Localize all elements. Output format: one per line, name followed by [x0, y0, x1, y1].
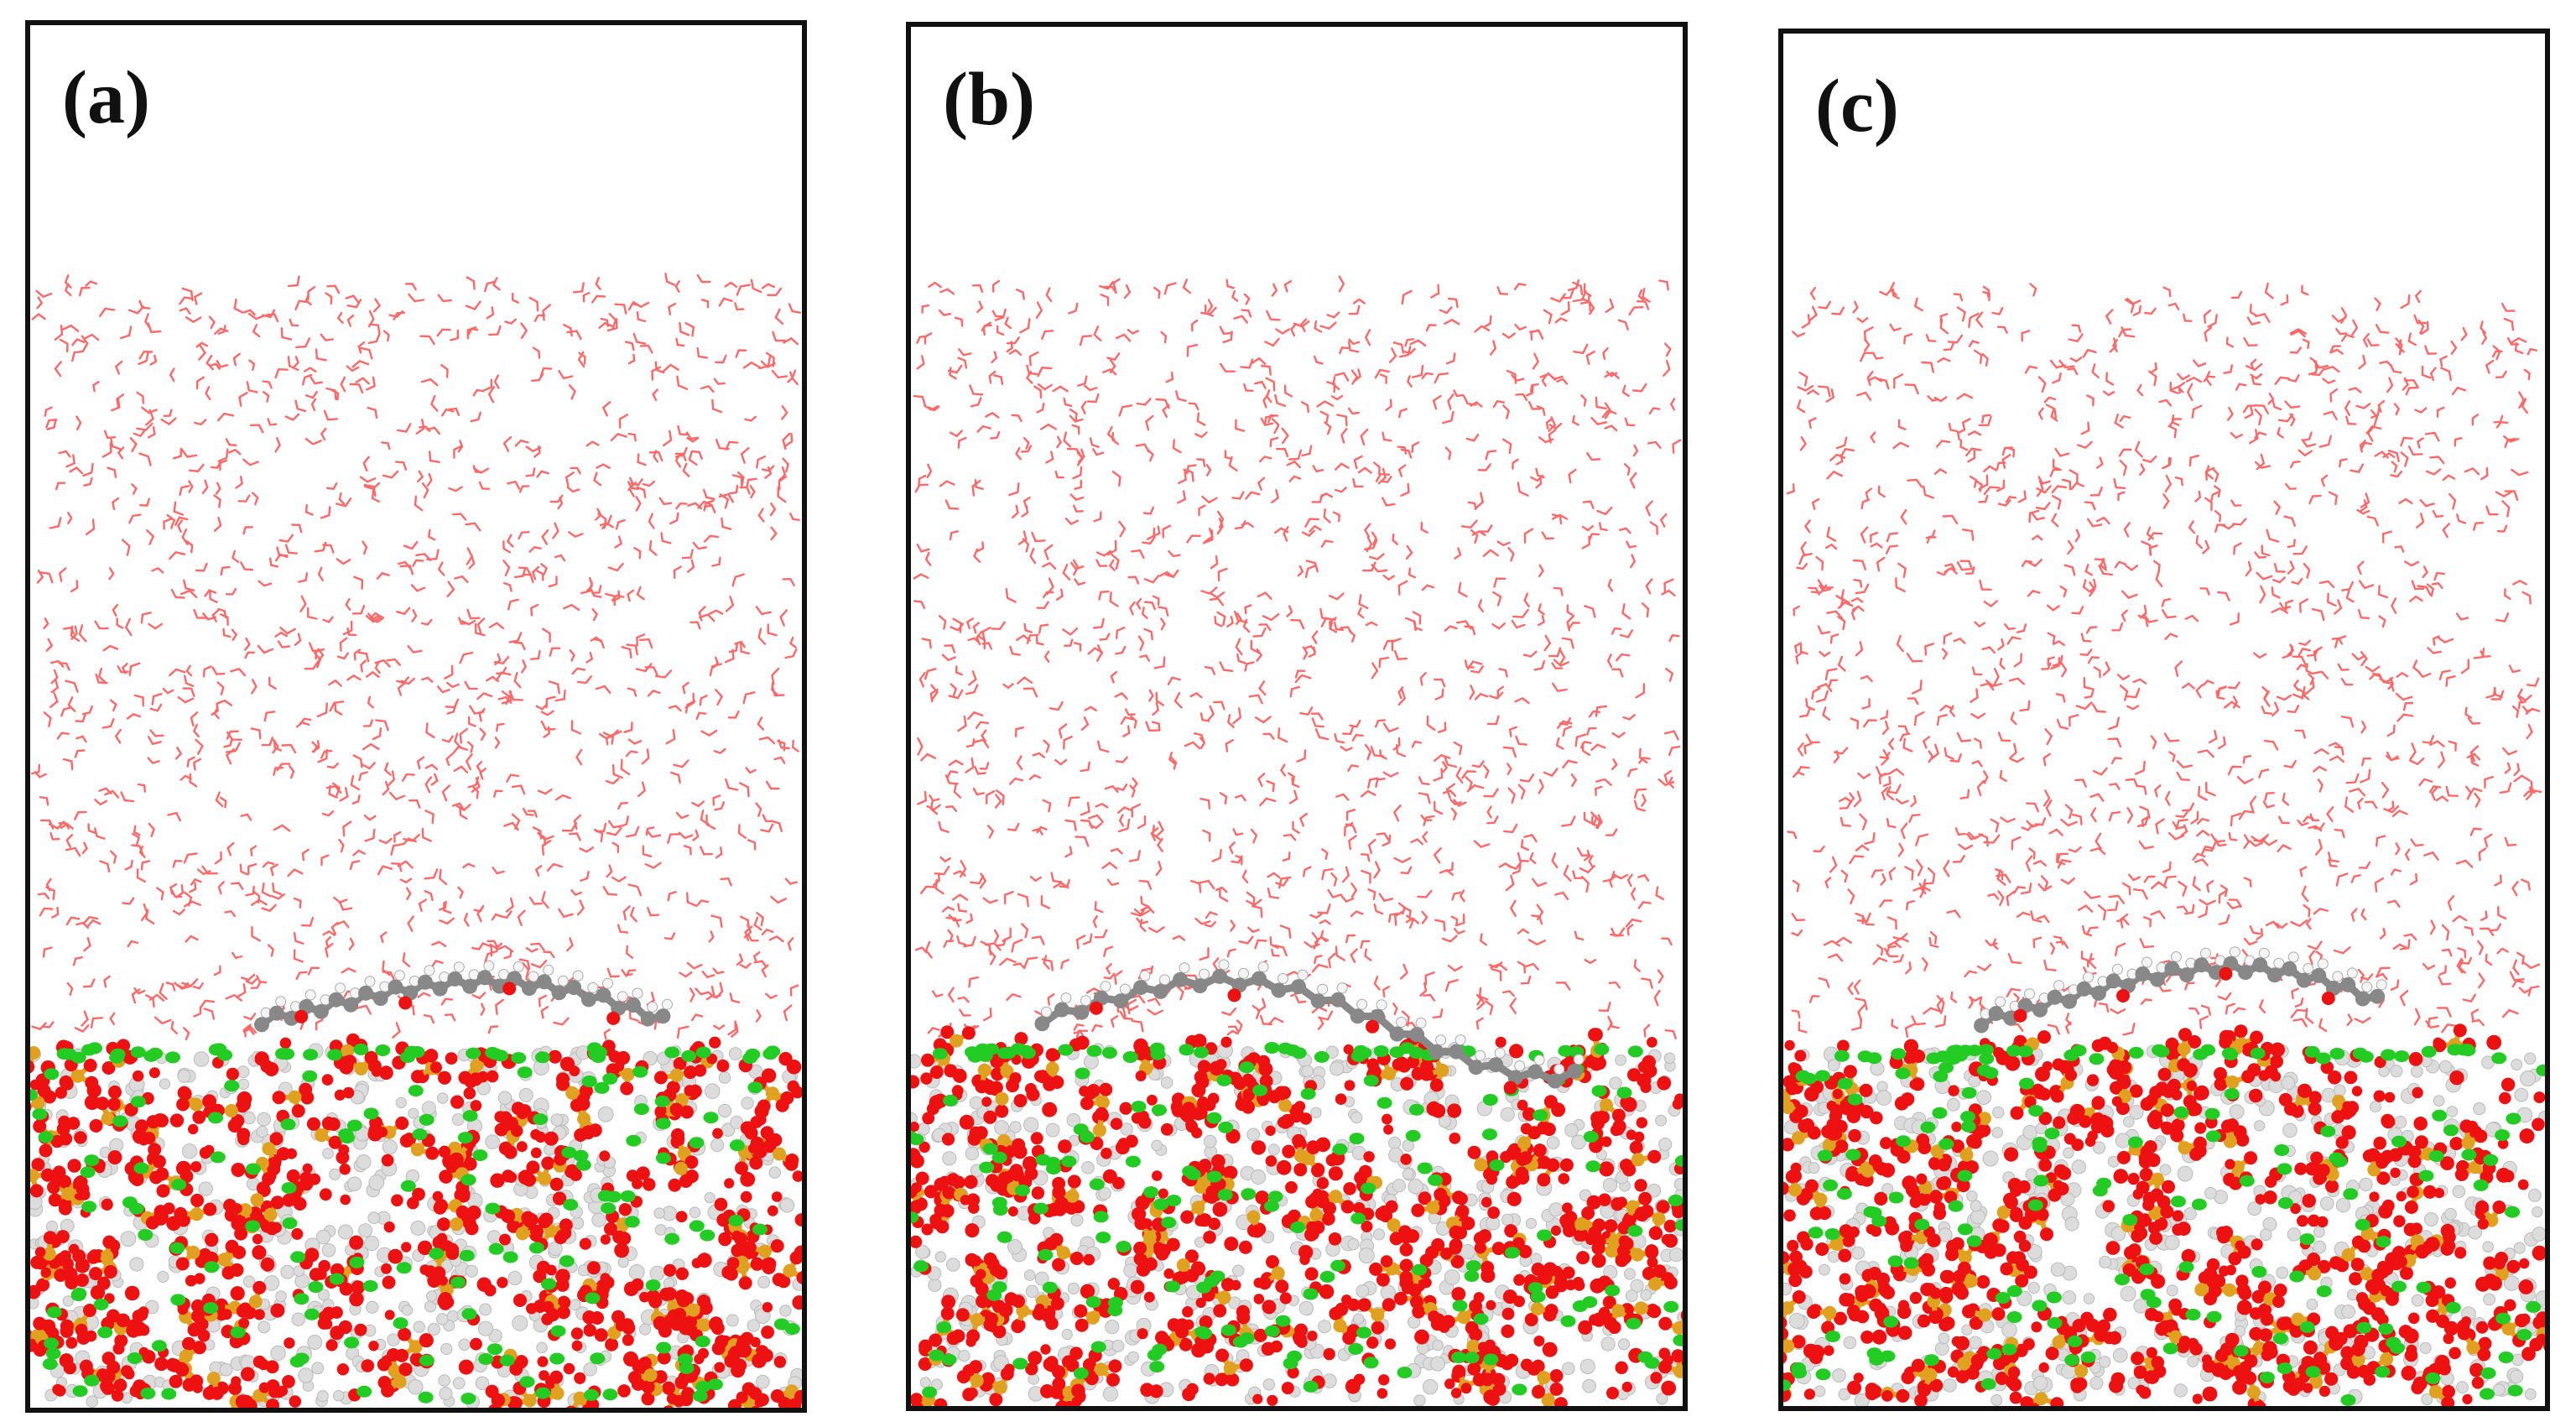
- mineral-slab: [911, 1025, 1683, 1406]
- panel-label-a: (a): [62, 56, 150, 139]
- simulation-snapshot-c: [1783, 282, 2545, 1406]
- panel-label-b: (b): [943, 58, 1035, 141]
- water-molecules: [31, 273, 801, 1041]
- adsorbed-molecule: [1034, 959, 1585, 1095]
- panel-c: (c): [1778, 29, 2550, 1411]
- water-molecules: [1786, 282, 2542, 1039]
- panel-b: (b): [906, 22, 1688, 1411]
- mineral-slab: [1783, 1023, 2545, 1406]
- simulation-snapshot-a: [30, 273, 802, 1408]
- panel-label-c: (c): [1815, 65, 1899, 148]
- mineral-slab: [30, 1033, 802, 1408]
- adsorbed-molecule: [254, 960, 673, 1033]
- water-molecules: [913, 275, 1682, 1040]
- adsorbed-molecule: [1974, 946, 2387, 1034]
- simulation-snapshot-b: [911, 275, 1683, 1406]
- panel-a: (a): [25, 20, 807, 1413]
